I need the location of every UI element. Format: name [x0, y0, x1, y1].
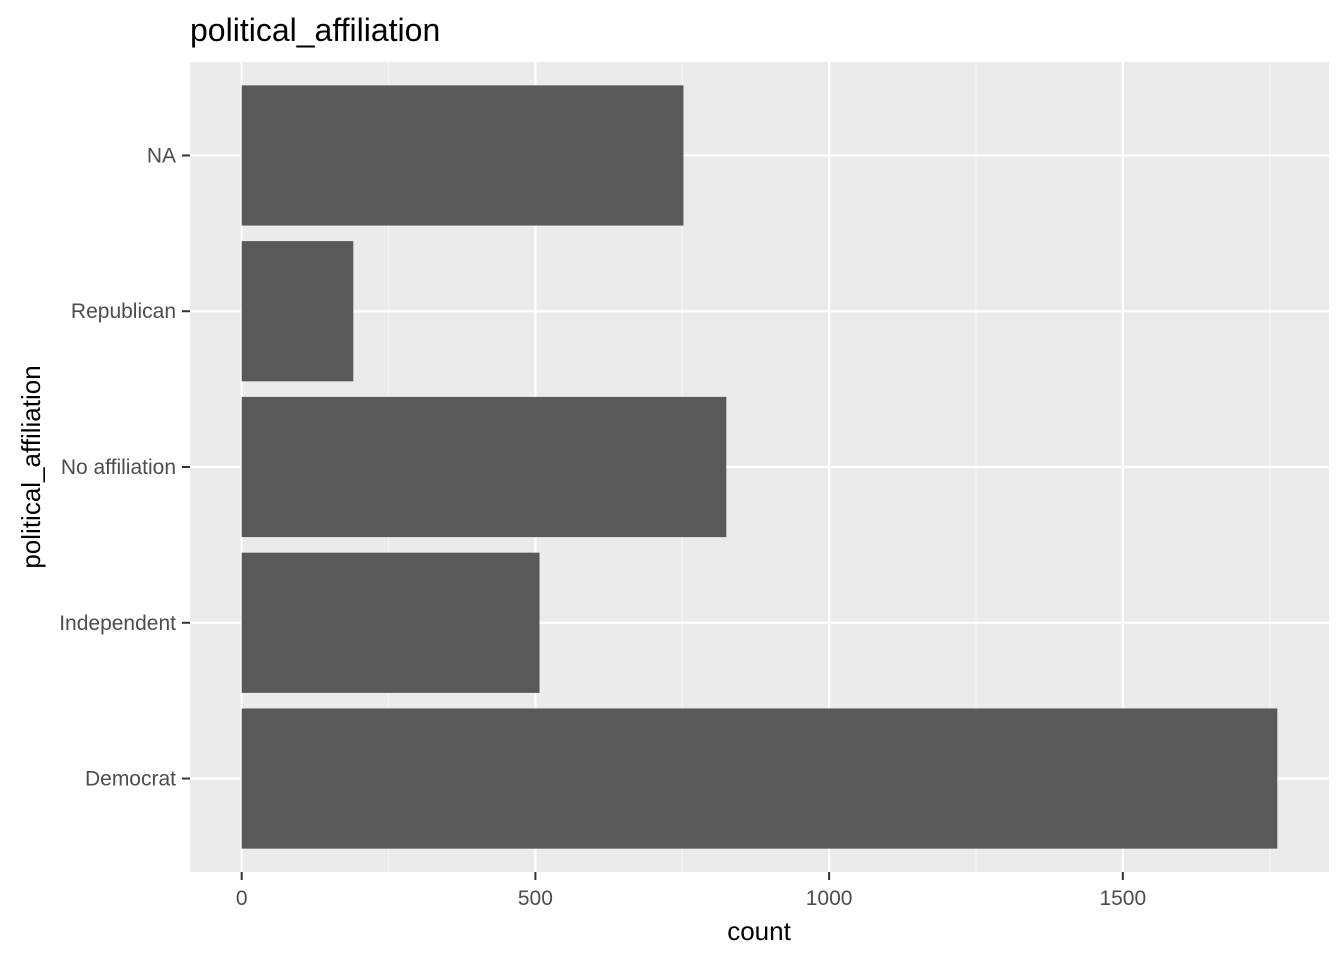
chart-title: political_affiliation: [190, 12, 440, 48]
x-tick-label: 1500: [1099, 887, 1146, 910]
bar: [241, 241, 354, 382]
x-axis-title: count: [727, 916, 791, 946]
y-tick-label: Independent: [59, 612, 176, 635]
bar: [241, 85, 684, 226]
y-axis-title: political_affiliation: [16, 365, 46, 568]
y-tick-label: No affiliation: [61, 456, 176, 479]
x-axis: 0 500 1000 1500: [236, 872, 1146, 910]
y-axis: Democrat Independent No affiliation Republi…: [59, 144, 190, 791]
bar: [241, 552, 540, 693]
bar: [241, 396, 727, 538]
y-tick-label: Republican: [71, 300, 176, 323]
x-tick-label: 0: [236, 887, 248, 910]
x-tick-label: 500: [518, 887, 553, 910]
x-tick-label: 1000: [806, 887, 853, 910]
bars: [241, 85, 1278, 849]
y-tick-label: NA: [147, 144, 176, 167]
bar: [241, 708, 1278, 849]
y-tick-label: Democrat: [85, 768, 176, 791]
